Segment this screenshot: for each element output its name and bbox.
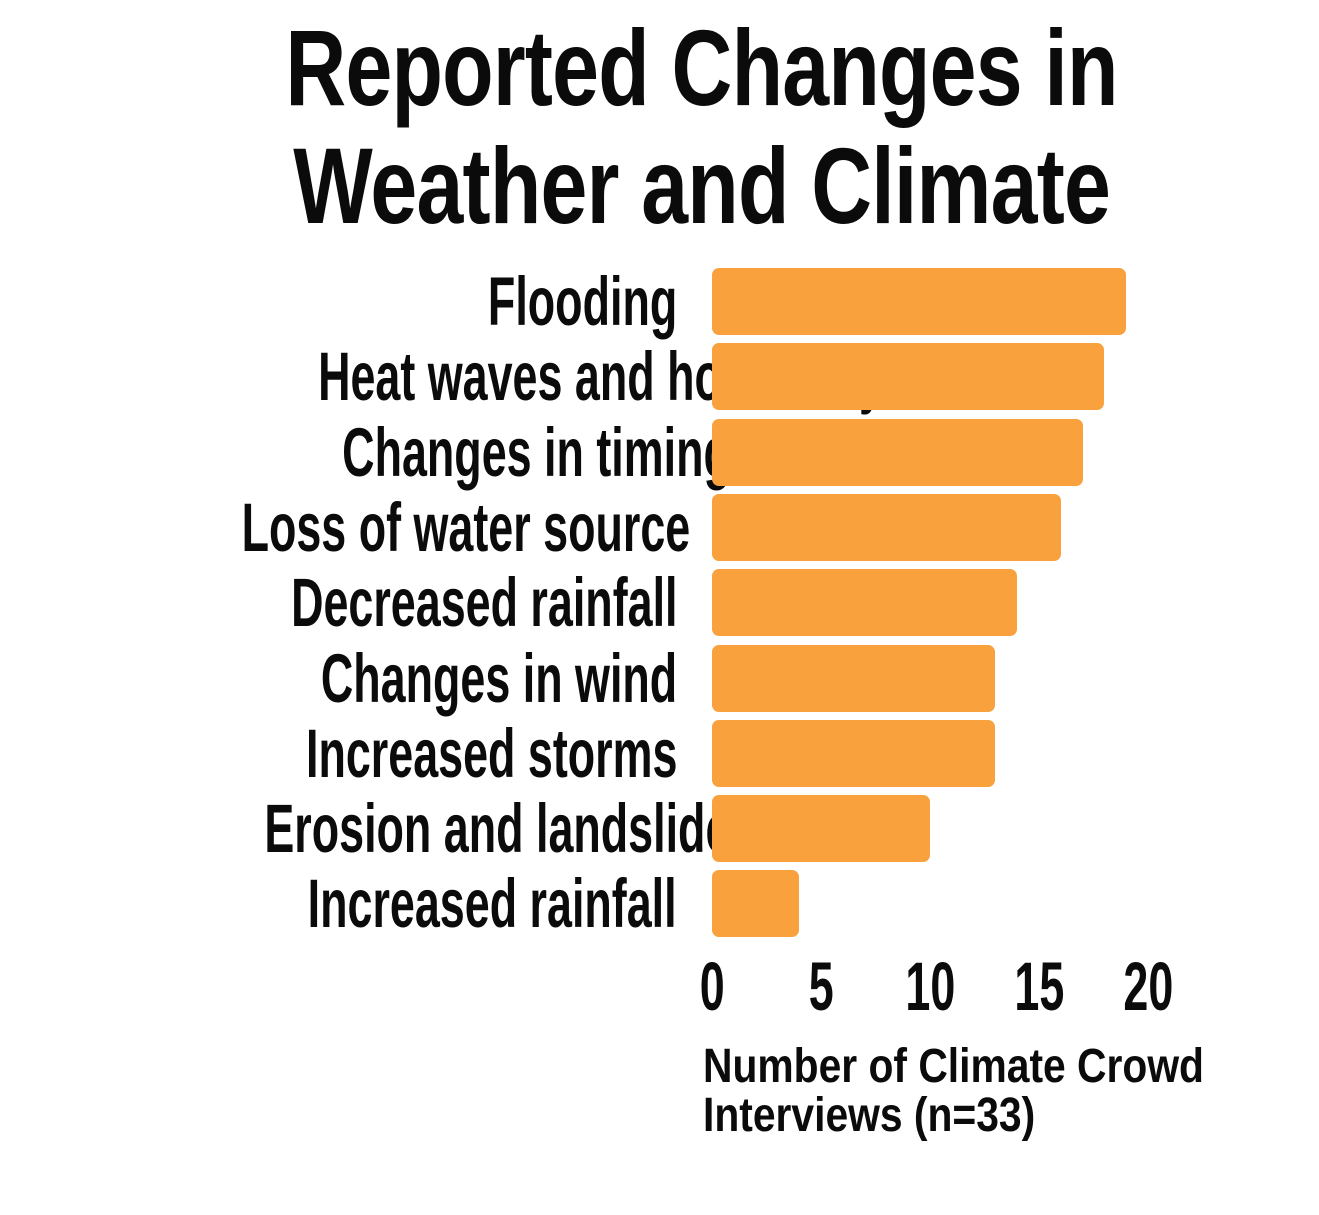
bar-flooding [712,268,1127,335]
x-tick-label-0: 0 [699,948,725,1025]
bar-loss-of-water-source [712,494,1061,561]
chart-row-loss-of-water-source: Loss of water source [0,489,1319,566]
x-axis-title: Number of Climate Crowd Interviews (n=33… [703,1042,1292,1140]
chart-row-erosion-landslides: Erosion and landslides [0,790,1319,867]
bar-decreased-rainfall [712,569,1018,636]
title-line-2: Weather and Climate [293,125,1111,246]
category-label-loss-of-water-source: Loss of water source [241,489,691,566]
x-axis-title-line-1: Number of Climate Crowd [703,1040,1204,1093]
x-tick-label-10: 10 [905,948,955,1025]
category-label-increased-rainfall: Increased rainfall [308,865,677,942]
chart-row-timing-of-seasons: Changes in timing of seasons [0,414,1319,491]
chart-row-changes-in-wind: Changes in wind [0,640,1319,717]
category-label-increased-storms: Increased storms [305,715,677,792]
category-label-erosion-landslides: Erosion and landslides [264,790,756,867]
title-line-1: Reported Changes in [285,7,1118,128]
bar-changes-in-wind [712,645,996,712]
x-tick-label-15: 15 [1014,948,1064,1025]
bar-increased-rainfall [712,870,800,937]
x-tick-label-5: 5 [808,948,834,1025]
category-label-timing-of-seasons: Changes in timing of seasons [342,414,978,491]
category-label-changes-in-wind: Changes in wind [320,640,677,717]
page-title: Reported Changes in Weather and Climate [42,9,1319,245]
chart-row-increased-storms: Increased storms [0,715,1319,792]
chart-row-flooding: Flooding [0,263,1319,340]
chart-row-decreased-rainfall: Decreased rainfall [0,564,1319,641]
chart-row-heat-waves: Heat waves and hotter days [0,338,1319,415]
bar-timing-of-seasons [712,419,1083,486]
category-label-heat-waves: Heat waves and hotter days [318,338,909,415]
category-label-decreased-rainfall: Decreased rainfall [290,564,677,641]
bar-erosion-landslides [712,795,930,862]
x-tick-label-20: 20 [1123,948,1173,1025]
x-axis-title-line-2: Interviews (n=33) [703,1089,1036,1142]
bar-heat-waves [712,343,1105,410]
chart-row-increased-rainfall: Increased rainfall [0,865,1319,942]
category-label-flooding: Flooding [487,263,677,340]
bar-increased-storms [712,720,996,787]
